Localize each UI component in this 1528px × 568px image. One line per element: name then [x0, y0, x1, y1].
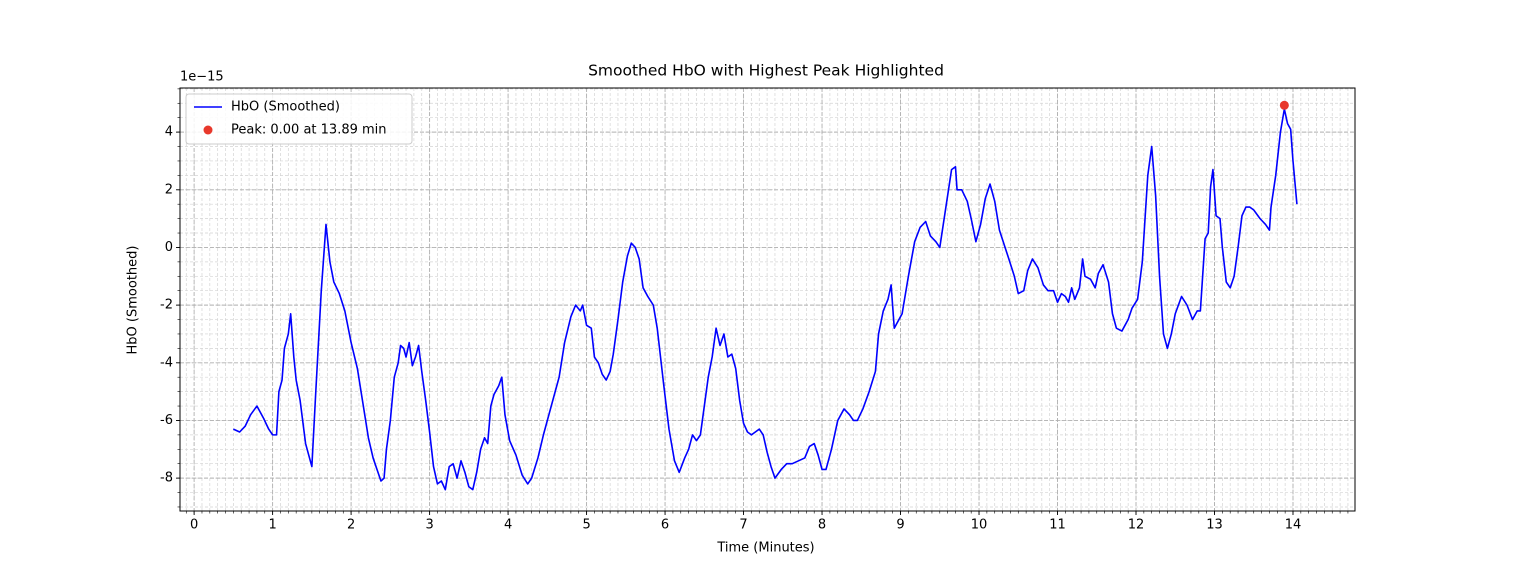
y-tick-label: -2: [160, 298, 173, 313]
chart-title: Smoothed HbO with Highest Peak Highlight…: [588, 62, 944, 80]
x-tick-label: 4: [504, 518, 512, 533]
x-tick-label: 1: [268, 518, 276, 533]
grid: [180, 88, 1355, 511]
legend: HbO (Smoothed) Peak: 0.00 at 13.89 min: [185, 93, 413, 145]
x-tick-label: 7: [739, 518, 747, 533]
x-tick-label: 11: [1049, 518, 1066, 533]
legend-label: Peak: 0.00 at 13.89 min: [231, 123, 387, 138]
x-tick-label: 9: [896, 518, 904, 533]
plot-frame: [179, 87, 1356, 512]
x-tick-label: 3: [425, 518, 433, 533]
y-axis-label: HbO (Smoothed): [126, 246, 141, 355]
x-tick-label: 6: [661, 518, 669, 533]
y-tick-label: -6: [160, 413, 173, 428]
legend-box: [185, 93, 413, 145]
x-tick-label: 10: [971, 518, 988, 533]
x-tick-label: 8: [818, 518, 826, 533]
x-tick-label: 12: [1128, 518, 1145, 533]
y-tick-label: 0: [165, 240, 173, 255]
y-tick-label: -4: [160, 355, 173, 370]
x-tick-label: 5: [582, 518, 590, 533]
x-tick-label: 14: [1285, 518, 1302, 533]
legend-label: HbO (Smoothed): [231, 100, 340, 115]
legend-dot: [203, 125, 213, 135]
y-tick-label: 2: [165, 182, 173, 197]
y-tick-label: -8: [160, 471, 173, 486]
x-tick-label: 2: [347, 518, 355, 533]
x-axis-label: Time (Minutes): [716, 541, 814, 556]
data-line: [233, 108, 1298, 491]
x-tick-label: 0: [190, 518, 198, 533]
peak-point: [1279, 100, 1289, 110]
y-tick-label: 4: [165, 125, 173, 140]
x-tick-label: 13: [1206, 518, 1223, 533]
offset-text: 1e−15: [180, 70, 224, 85]
